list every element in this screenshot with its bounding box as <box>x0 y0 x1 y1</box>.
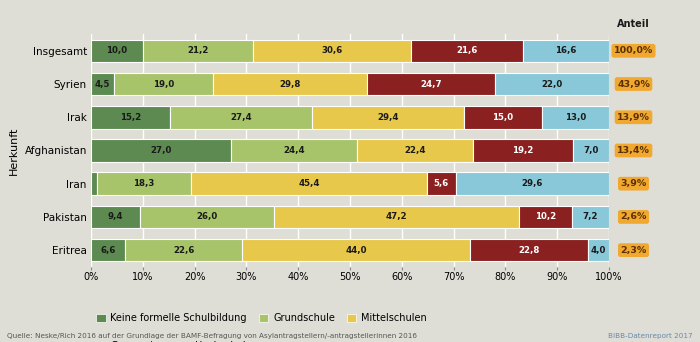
Bar <box>573 139 609 162</box>
Bar <box>192 172 427 195</box>
Text: 19,2: 19,2 <box>512 146 533 155</box>
Bar <box>495 73 609 95</box>
Text: 21,2: 21,2 <box>187 46 209 55</box>
Text: Quelle: Neske/Rich 2016 auf der Grundlage der BAMF-Befragung von Asylantragstell: Quelle: Neske/Rich 2016 auf der Grundlag… <box>7 332 417 339</box>
Text: 13,9%: 13,9% <box>617 113 650 122</box>
Legend: Gymnasium, Hochschule: Gymnasium, Hochschule <box>96 341 252 342</box>
Bar <box>312 106 464 129</box>
Text: 3,9%: 3,9% <box>620 179 647 188</box>
Text: 22,6: 22,6 <box>173 246 195 255</box>
Text: 27,0: 27,0 <box>150 146 172 155</box>
Text: 47,2: 47,2 <box>386 212 407 221</box>
Bar <box>91 40 143 62</box>
Bar <box>274 206 519 228</box>
Bar <box>140 206 274 228</box>
Text: 29,6: 29,6 <box>522 179 543 188</box>
Text: 7,2: 7,2 <box>582 212 598 221</box>
Text: 18,3: 18,3 <box>134 179 155 188</box>
Bar <box>91 206 140 228</box>
Text: 22,0: 22,0 <box>541 80 563 89</box>
Bar <box>470 239 588 261</box>
Text: BIBB-Datenreport 2017: BIBB-Datenreport 2017 <box>608 332 693 339</box>
Text: 6,6: 6,6 <box>100 246 116 255</box>
Bar <box>242 239 470 261</box>
Text: 22,4: 22,4 <box>405 146 426 155</box>
Bar <box>572 206 609 228</box>
Bar <box>464 106 542 129</box>
Text: 10,2: 10,2 <box>535 212 556 221</box>
Text: 2,6%: 2,6% <box>620 212 647 221</box>
Bar <box>91 106 169 129</box>
Bar <box>367 73 495 95</box>
Bar <box>143 40 253 62</box>
Bar <box>473 139 573 162</box>
Bar <box>427 172 456 195</box>
Text: 44,0: 44,0 <box>346 246 367 255</box>
Text: 4,5: 4,5 <box>95 80 111 89</box>
Text: 26,0: 26,0 <box>197 212 218 221</box>
Text: 16,6: 16,6 <box>555 46 577 55</box>
Bar <box>91 139 231 162</box>
Bar <box>169 106 312 129</box>
Text: 2,3%: 2,3% <box>620 246 647 255</box>
Text: 24,4: 24,4 <box>284 146 305 155</box>
Text: 27,4: 27,4 <box>230 113 251 122</box>
Text: 100,0%: 100,0% <box>614 46 653 55</box>
Text: 13,0: 13,0 <box>565 113 586 122</box>
Text: 15,2: 15,2 <box>120 113 141 122</box>
Bar <box>523 40 609 62</box>
Bar <box>91 73 114 95</box>
Text: 15,0: 15,0 <box>492 113 513 122</box>
Bar <box>97 172 192 195</box>
Bar <box>114 73 213 95</box>
Bar <box>357 139 473 162</box>
Bar <box>231 139 357 162</box>
Text: 45,4: 45,4 <box>298 179 320 188</box>
Bar <box>91 172 97 195</box>
Text: Anteil: Anteil <box>617 19 650 29</box>
Bar <box>125 239 242 261</box>
Bar <box>91 239 125 261</box>
Text: 22,8: 22,8 <box>519 246 540 255</box>
Text: 29,8: 29,8 <box>279 80 300 89</box>
Text: 4,0: 4,0 <box>591 246 606 255</box>
Text: 10,0: 10,0 <box>106 46 127 55</box>
Y-axis label: Herkunft: Herkunft <box>9 126 19 175</box>
Bar <box>456 172 609 195</box>
Text: 5,6: 5,6 <box>433 179 449 188</box>
Bar <box>213 73 367 95</box>
Bar <box>411 40 523 62</box>
Bar <box>253 40 411 62</box>
Text: 19,0: 19,0 <box>153 80 174 89</box>
Text: 24,7: 24,7 <box>420 80 442 89</box>
Text: 29,4: 29,4 <box>377 113 398 122</box>
Text: 43,9%: 43,9% <box>617 80 650 89</box>
Text: 21,6: 21,6 <box>456 46 478 55</box>
Text: 9,4: 9,4 <box>108 212 123 221</box>
Text: 13,4%: 13,4% <box>617 146 650 155</box>
Bar <box>542 106 609 129</box>
Bar <box>588 239 609 261</box>
Text: 7,0: 7,0 <box>583 146 598 155</box>
Text: 30,6: 30,6 <box>321 46 342 55</box>
Bar <box>519 206 572 228</box>
